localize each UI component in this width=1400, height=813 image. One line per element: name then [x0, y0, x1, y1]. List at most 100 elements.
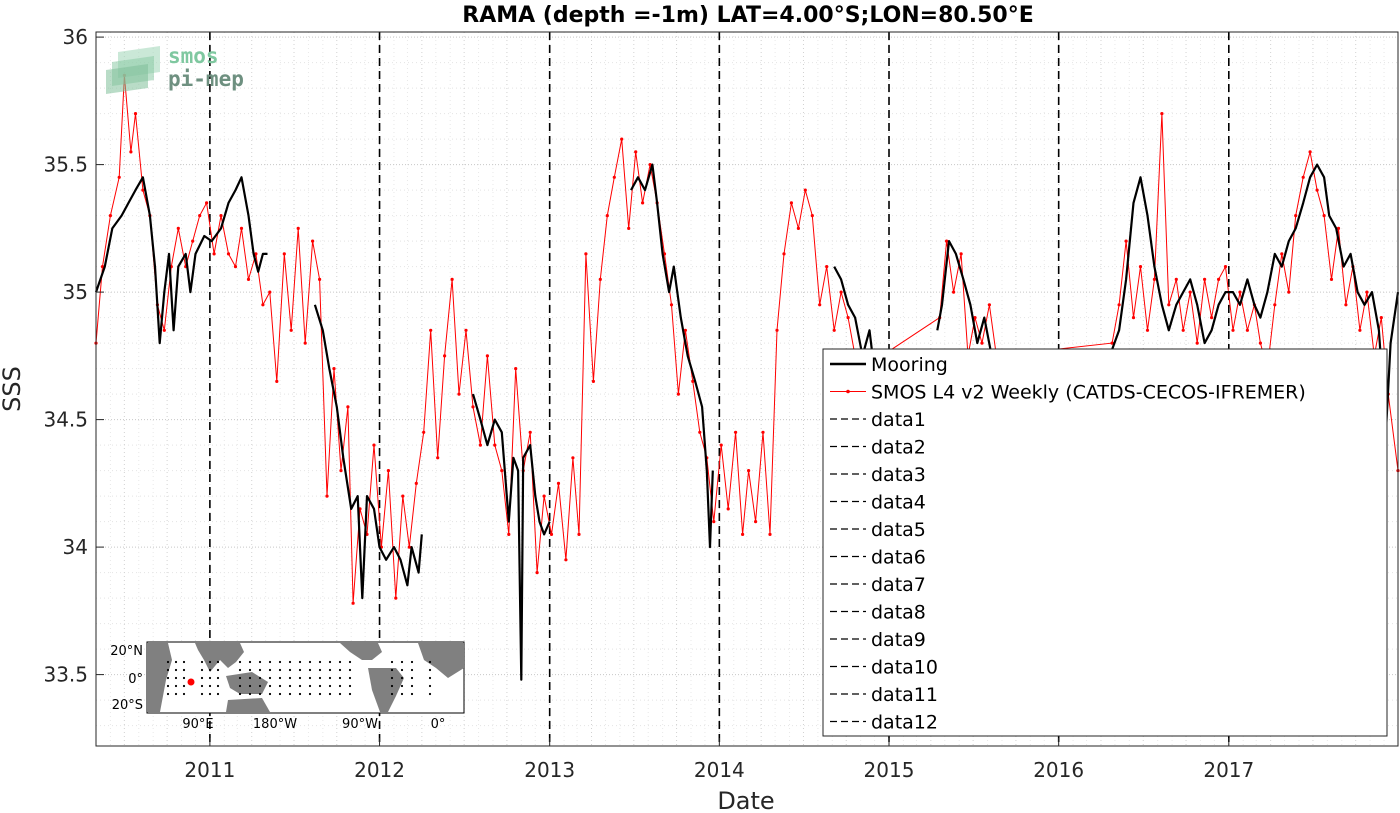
legend-entry-label: SMOS L4 v2 Weekly (CATDS-CECOS-IFREMER)	[871, 382, 1306, 404]
land-europe-africa-east	[418, 643, 464, 678]
smos-data-point	[825, 265, 829, 269]
buoy-marker	[248, 684, 252, 688]
buoy-marker	[166, 692, 170, 696]
smos-data-point	[634, 150, 638, 154]
buoy-marker	[248, 668, 252, 672]
smos-data-point	[191, 239, 195, 243]
smos-data-point	[1174, 277, 1178, 281]
legend-swatch-smos-marker	[846, 389, 850, 394]
buoy-marker	[182, 684, 186, 688]
buoy-marker	[216, 660, 220, 664]
smos-data-point	[219, 214, 223, 218]
buoy-marker	[288, 676, 292, 680]
legend-entry-label: Mooring	[871, 354, 948, 376]
map-lon-label-0: 0°	[431, 717, 446, 732]
smos-data-point	[346, 405, 350, 409]
smos-data-point	[620, 137, 624, 141]
buoy-marker	[298, 660, 302, 664]
smos-data-point	[627, 226, 631, 230]
smos-data-point	[952, 290, 956, 294]
buoy-marker	[258, 676, 262, 680]
buoy-marker	[268, 692, 272, 696]
legend-entry-label: data2	[871, 437, 926, 459]
smos-data-point	[1138, 265, 1143, 269]
smos-data-point	[789, 201, 794, 205]
smos-data-point	[471, 405, 475, 409]
legend: Mooring SMOS L4 v2 Weekly (CATDS-CECOS-IF…	[822, 348, 1388, 737]
buoy-marker	[318, 676, 322, 680]
smos-data-point	[1336, 226, 1341, 230]
smos-data-point	[832, 328, 836, 332]
buoy-marker	[216, 684, 220, 688]
buoy-marker	[410, 660, 414, 664]
buoy-marker	[400, 668, 404, 672]
mooring-series-segment	[936, 240, 1000, 370]
mooring-array-markers	[166, 660, 432, 696]
land-africa	[148, 643, 172, 712]
smos-data-point	[514, 367, 518, 371]
buoy-marker	[258, 692, 262, 696]
smos-data-point	[549, 532, 554, 537]
smos-data-point	[246, 277, 251, 281]
smos-data-point	[394, 596, 398, 600]
smos-data-point	[782, 252, 786, 256]
smos-data-point	[1117, 303, 1121, 307]
smos-data-point	[275, 379, 279, 383]
smos-data-point	[796, 226, 801, 230]
buoy-marker	[338, 660, 342, 664]
selected-mooring-marker	[187, 678, 195, 686]
buoy-marker	[390, 684, 394, 688]
buoy-marker	[308, 684, 312, 688]
smos-data-point	[443, 354, 447, 358]
buoy-marker	[318, 660, 322, 664]
smos-data-point	[768, 532, 772, 537]
x-tick-label: 2014	[694, 758, 745, 782]
smos-data-point	[212, 252, 216, 256]
smos-data-point	[254, 252, 258, 256]
buoy-marker	[238, 692, 242, 696]
smos-data-point	[162, 328, 166, 332]
smos-data-point	[598, 277, 602, 281]
y-tick-label: 35.5	[43, 153, 88, 177]
buoy-marker	[238, 668, 242, 672]
smos-data-point	[612, 175, 616, 179]
smos-data-point	[577, 532, 581, 537]
smos-data-point	[507, 532, 511, 537]
smos-data-point	[698, 430, 702, 434]
smos-data-point	[1124, 239, 1128, 243]
buoy-marker	[348, 684, 352, 688]
smos-data-point	[987, 303, 992, 307]
smos-data-point	[605, 214, 609, 218]
buoy-marker	[410, 692, 414, 696]
smos-data-point	[205, 201, 209, 205]
smos-data-point	[945, 239, 949, 243]
smos-data-point	[959, 252, 963, 256]
smos-data-point	[233, 265, 238, 269]
smos-data-point	[325, 494, 329, 498]
buoy-marker	[216, 692, 220, 696]
legend-entry-label: data10	[871, 657, 938, 679]
buoy-marker	[174, 684, 178, 688]
legend-entry-label: data5	[871, 519, 926, 541]
legend-entry-label: data3	[871, 464, 926, 486]
buoy-marker	[208, 660, 212, 664]
smos-data-point	[571, 456, 575, 460]
buoy-marker	[308, 660, 312, 664]
buoy-marker	[174, 676, 178, 680]
buoy-marker	[278, 676, 282, 680]
x-tick-label: 2011	[184, 758, 235, 782]
buoy-marker	[200, 660, 204, 664]
smos-data-point	[691, 379, 695, 383]
smos-data-point	[1294, 214, 1298, 218]
buoy-marker	[318, 668, 322, 672]
map-lon-label-90e: 90°E	[182, 717, 213, 732]
x-tick-label: 2016	[1033, 758, 1084, 782]
smos-data-point	[676, 392, 681, 396]
smos-data-point	[422, 430, 426, 434]
buoy-marker	[248, 692, 252, 696]
smos-data-point	[239, 226, 244, 230]
smos-data-point	[803, 188, 807, 192]
chart-title: RAMA (depth =-1m) LAT=4.00°S;LON=80.50°E	[462, 3, 1033, 28]
buoy-marker	[328, 692, 332, 696]
inset-map-frame	[146, 641, 465, 714]
